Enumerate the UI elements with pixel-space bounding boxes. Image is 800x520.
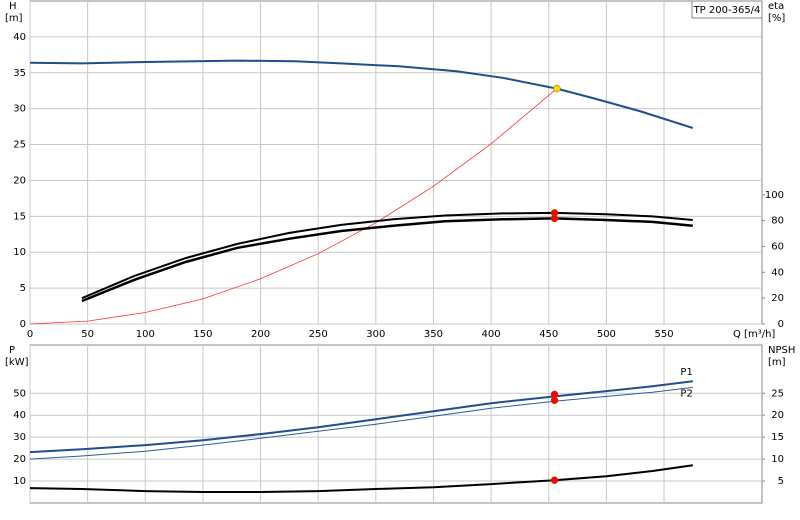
y-tick-label: 50 [13,388,26,399]
curve [29,464,693,493]
operating-point [553,84,561,93]
series-label: P1 [680,367,692,378]
y-axis-unit: [m] [5,13,23,24]
title-box [691,0,763,19]
y-tick-label: 35 [13,68,26,79]
series-label: P2 [680,388,692,399]
y2-tick-label: 25 [771,388,784,399]
y2-tick-label: 15 [771,432,784,443]
y2-tick-label: 5 [778,476,784,487]
operating-point [550,396,559,405]
y2-tick-label: 100 [765,190,784,201]
y2-tick-label: 20 [771,293,784,304]
y2-axis-unit: [m] [768,357,786,368]
x-tick-label: 0 [27,329,33,340]
x-tick-label: 100 [136,329,155,340]
x-tick-label: 350 [424,329,443,340]
y-tick-label: 20 [13,454,26,465]
x-tick-label: 300 [366,329,385,340]
plot-area [29,344,763,504]
x-tick-label: 200 [251,329,270,340]
y-tick-label: 30 [13,104,26,115]
y2-tick-label: 40 [771,267,784,278]
x-tick-label: 50 [81,329,94,340]
y2-axis-label: NPSH [768,345,795,356]
curve [29,380,693,454]
curve [29,59,694,129]
y2-tick-label: 20 [771,410,784,421]
y2-tick-label: 60 [771,241,784,252]
y-axis-label: H [9,1,17,12]
curve [29,88,558,325]
y-axis-unit: [kW] [5,357,29,368]
y-tick-label: 40 [13,410,26,421]
x-tick-label: 500 [597,329,616,340]
operating-point [550,214,559,223]
x-tick-label: 400 [482,329,501,340]
y-tick-label: 10 [13,476,26,487]
y-tick-label: 10 [13,247,26,258]
y-tick-label: 5 [20,283,26,294]
x-axis-label: Q [m³/h] [733,329,775,340]
x-tick-label: 150 [193,329,212,340]
y2-axis-label: eta [768,1,784,12]
y-tick-label: 15 [13,211,26,222]
y2-tick-label: 80 [771,216,784,227]
y-tick-label: 25 [13,140,26,151]
curve [81,211,693,300]
y2-tick-label: 0 [778,319,784,330]
y2-axis-unit: [%] [768,13,785,24]
y-tick-label: 30 [13,432,26,443]
plot-area [29,0,763,325]
y-tick-label: 40 [13,32,26,43]
operating-point [550,476,559,484]
chart-title: TP 200-365/4 [693,5,761,16]
y2-tick-label: 10 [771,454,784,465]
y-tick-label: 0 [20,319,26,330]
curve [29,386,693,460]
x-tick-label: 250 [309,329,328,340]
y-axis-label: P [9,345,15,356]
x-tick-label: 450 [539,329,558,340]
curve [81,217,693,303]
x-tick-label: 550 [654,329,673,340]
y-tick-label: 20 [13,175,26,186]
